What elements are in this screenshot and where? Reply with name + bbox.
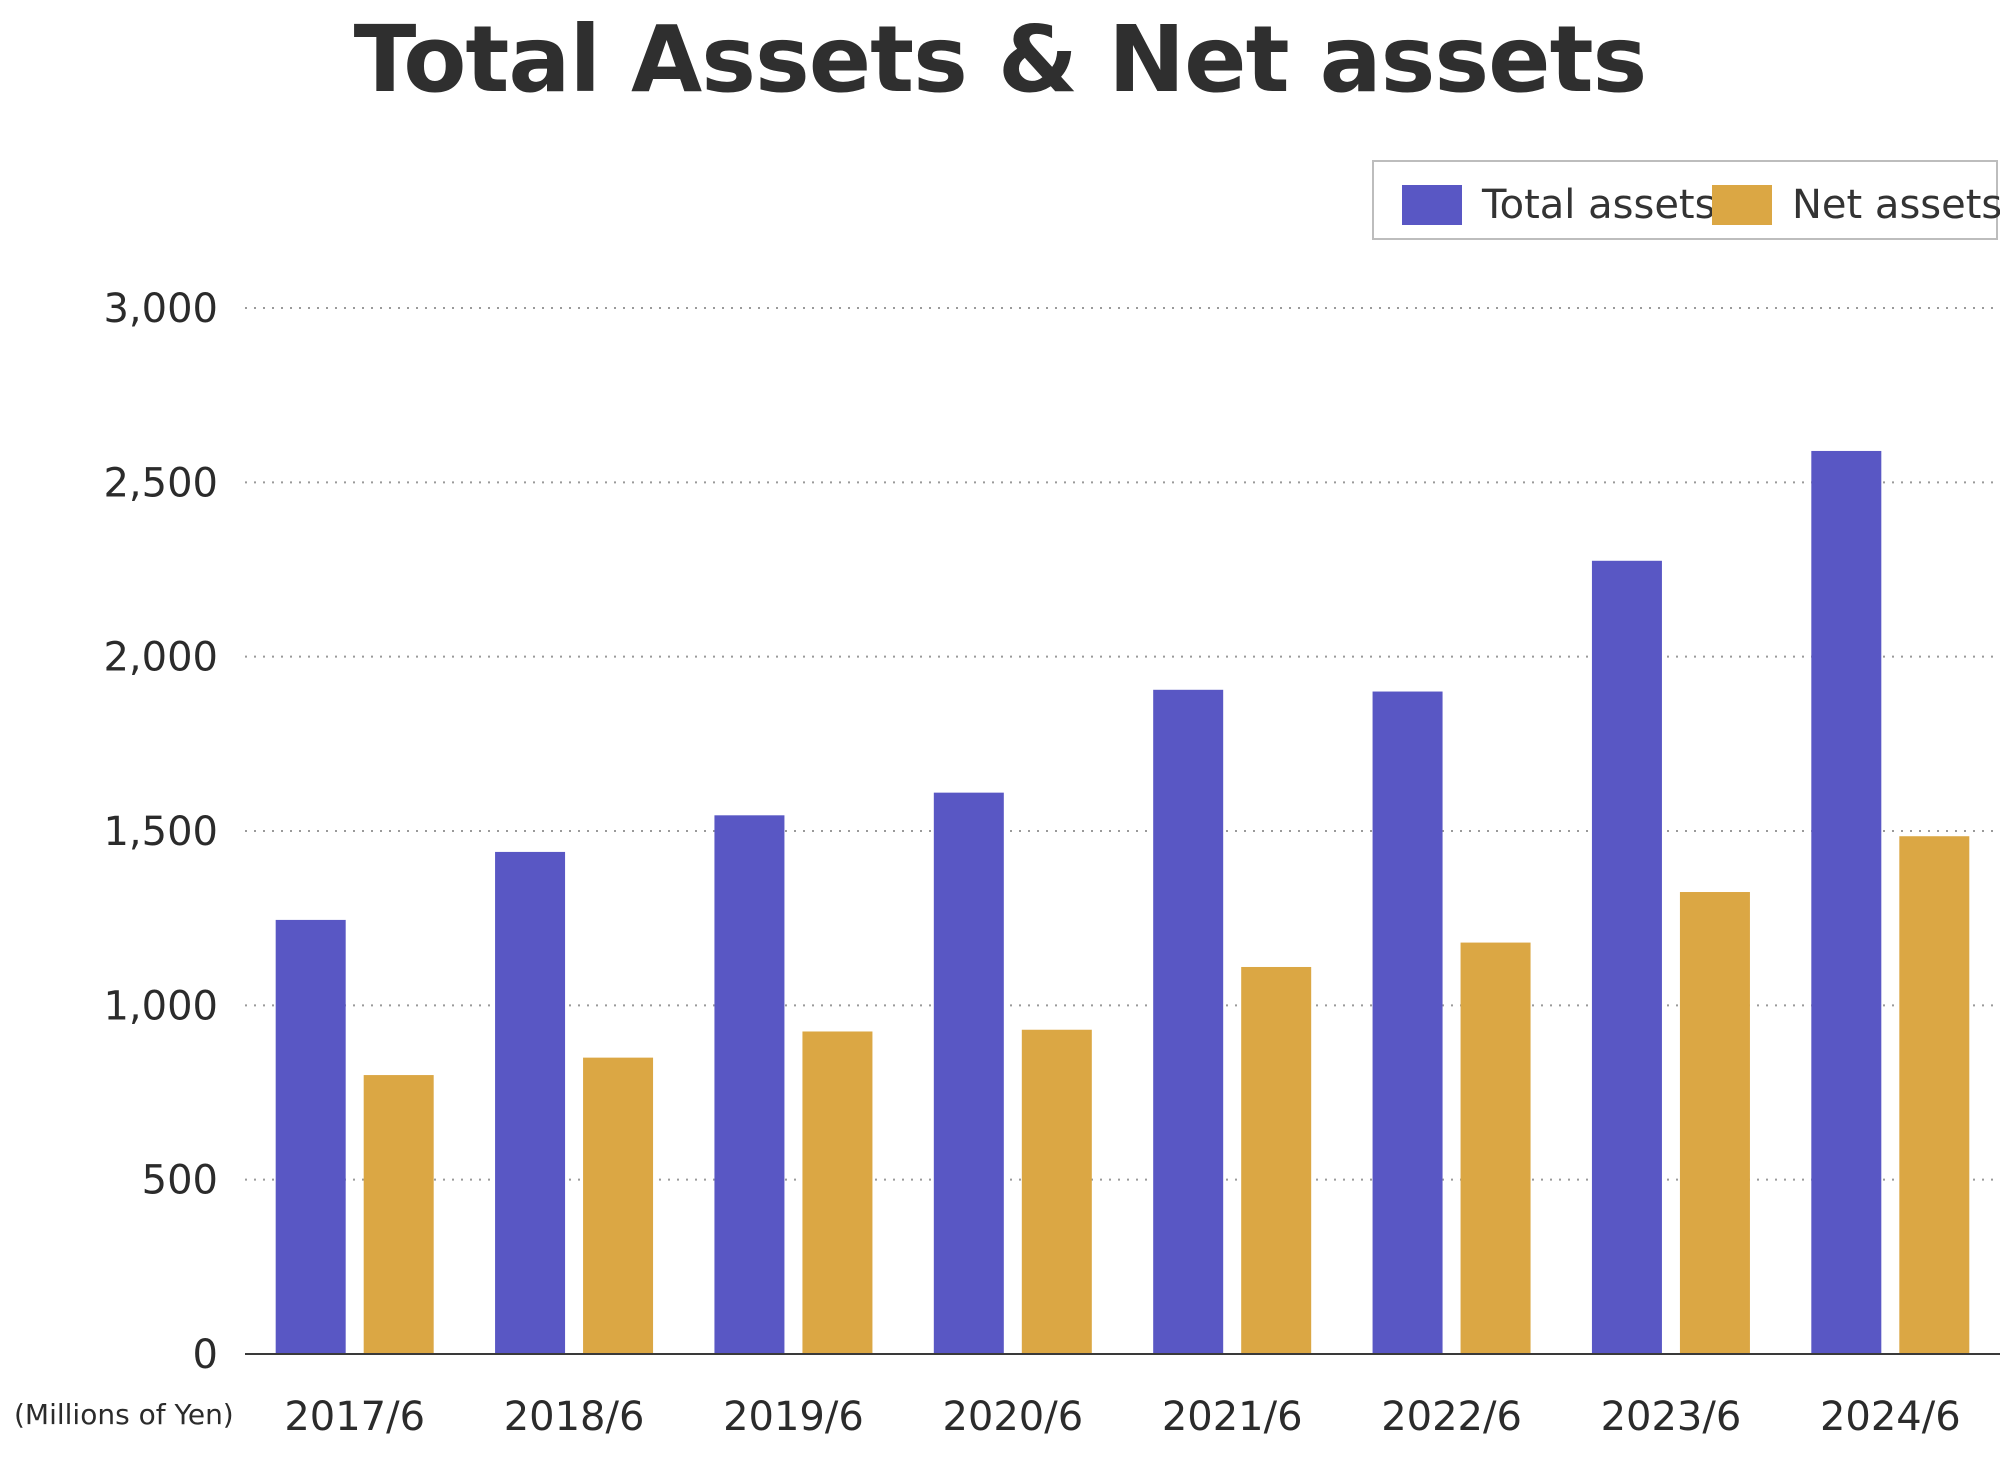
x-tick-label: 2022/6: [1381, 1394, 1522, 1440]
bar-total-assets: [714, 815, 785, 1354]
y-tick-label: 0: [193, 1332, 218, 1378]
bar-net-assets: [1679, 892, 1750, 1354]
bar-total-assets: [495, 851, 566, 1354]
x-tick-label: 2020/6: [942, 1394, 1083, 1440]
bar-net-assets: [1021, 1029, 1092, 1354]
bar-net-assets: [1460, 942, 1531, 1354]
bar-total-assets: [933, 792, 1004, 1354]
bar-net-assets: [363, 1075, 434, 1354]
bar-net-assets: [802, 1031, 873, 1354]
chart-title: Total Assets & Net assets: [353, 6, 1648, 113]
bar-net-assets: [1899, 836, 1970, 1354]
y-tick-label: 3,000: [103, 286, 218, 332]
y-tick-label: 1,500: [103, 809, 218, 855]
bar-total-assets: [1591, 560, 1662, 1354]
unit-label: (Millions of Yen): [14, 1398, 234, 1431]
x-tick-label: 2021/6: [1162, 1394, 1303, 1440]
y-tick-label: 2,500: [103, 460, 218, 506]
bar-total-assets: [1811, 450, 1882, 1354]
legend-swatch-net-assets: [1712, 185, 1772, 225]
y-tick-label: 500: [142, 1158, 218, 1204]
bar-total-assets: [1153, 689, 1224, 1354]
legend-label-net-assets: Net assets: [1792, 182, 2000, 228]
legend-label-total-assets: Total assets: [1482, 182, 1716, 228]
legend-swatch-total-assets: [1402, 185, 1462, 225]
x-tick-label: 2017/6: [284, 1394, 425, 1440]
x-tick-label: 2018/6: [504, 1394, 645, 1440]
x-tick-label: 2023/6: [1601, 1394, 1742, 1440]
x-tick-label: 2019/6: [723, 1394, 864, 1440]
legend-item-total-assets: Total assets: [1402, 182, 1715, 228]
bar-net-assets: [583, 1057, 654, 1354]
bar-total-assets: [275, 919, 346, 1354]
legend: Total assets Net assets: [1372, 160, 2000, 240]
y-tick-label: 2,000: [103, 635, 218, 681]
x-tick-label: 2024/6: [1820, 1394, 1961, 1440]
legend-item-net-assets: Net assets: [1712, 182, 2000, 228]
bar-net-assets: [1241, 966, 1312, 1354]
bar-total-assets: [1372, 691, 1443, 1354]
y-tick-label: 1,000: [103, 983, 218, 1029]
